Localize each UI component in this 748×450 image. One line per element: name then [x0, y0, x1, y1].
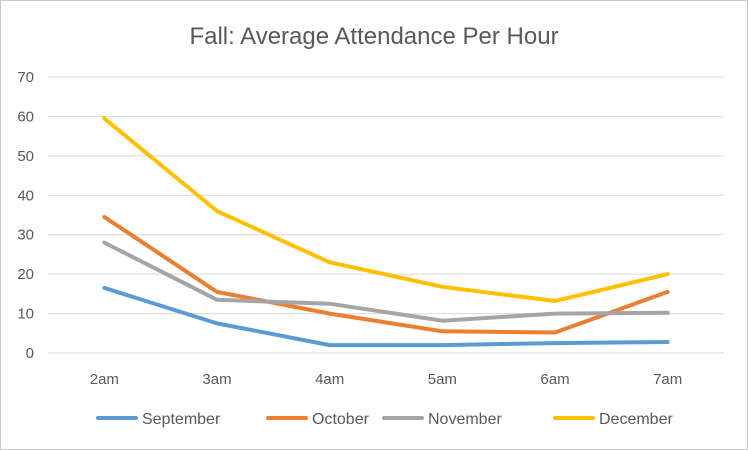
series-line-september	[102, 285, 670, 348]
x-tick-label: 2am	[90, 371, 119, 388]
legend-label: October	[312, 411, 370, 428]
x-tick-label: 3am	[202, 371, 231, 388]
series-line-october	[102, 215, 670, 335]
series-layer	[102, 116, 670, 348]
legend-label: September	[142, 411, 221, 428]
x-axis-ticks: 2am 3am 4am 5am 6am 7am	[90, 371, 683, 388]
y-tick-label: 60	[17, 108, 34, 125]
y-tick-label: 10	[17, 306, 34, 323]
series-line-november	[102, 240, 670, 323]
y-tick-label: 0	[26, 345, 34, 362]
y-tick-label: 40	[17, 187, 34, 204]
x-tick-label: 4am	[315, 371, 344, 388]
y-tick-label: 20	[17, 266, 34, 283]
legend: September October November December	[96, 411, 673, 428]
y-tick-label: 70	[17, 69, 34, 86]
chart-title: Fall: Average Attendance Per Hour	[189, 23, 558, 50]
legend-label: December	[599, 411, 673, 428]
y-tick-label: 50	[17, 148, 34, 165]
x-tick-label: 7am	[653, 371, 682, 388]
y-tick-label: 30	[17, 227, 34, 244]
x-tick-label: 5am	[428, 371, 457, 388]
series-line-december	[102, 116, 670, 303]
y-axis-ticks: 0 10 20 30 40 50 60 70	[17, 69, 34, 362]
legend-label: November	[428, 411, 502, 428]
x-tick-label: 6am	[540, 371, 569, 388]
